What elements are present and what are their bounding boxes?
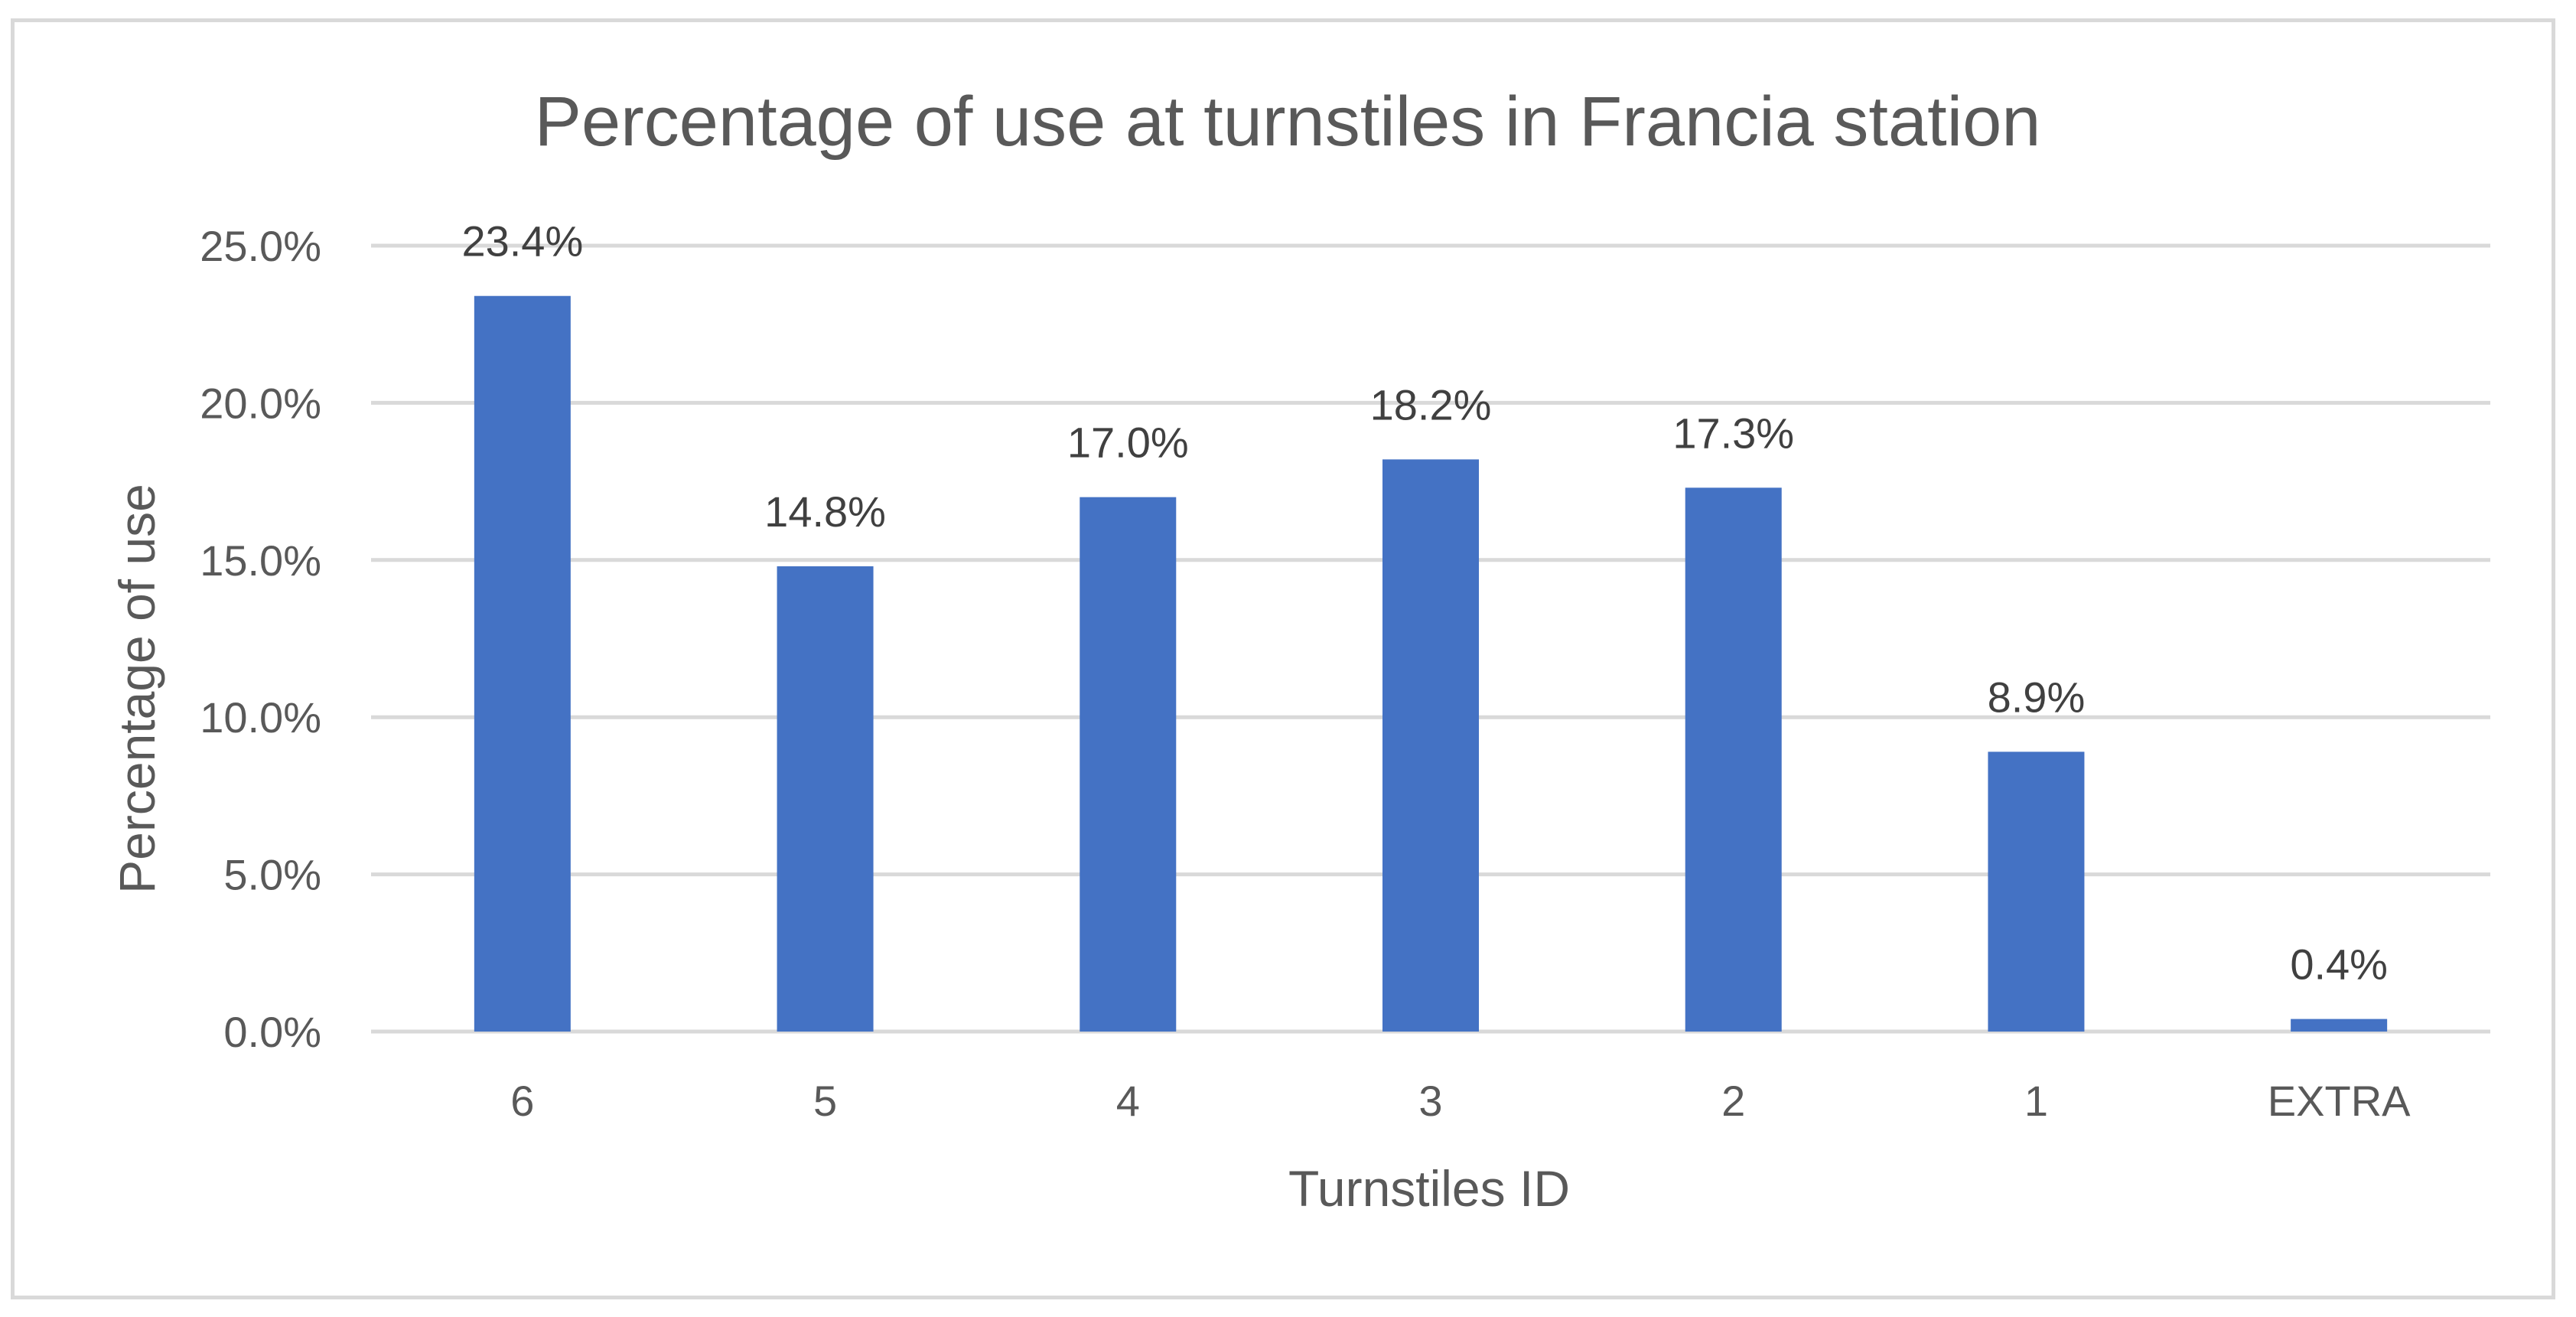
bar: [1382, 459, 1479, 1032]
y-axis-ticks: 0.0% 5.0% 10.0% 15.0% 20.0% 25.0%: [200, 222, 321, 1056]
bar: [2291, 1019, 2388, 1032]
bar: [1685, 487, 1782, 1032]
x-tick-label: 2: [1721, 1077, 1745, 1125]
data-label: 14.8%: [764, 487, 886, 536]
y-tick-label: 0.0%: [223, 1008, 321, 1056]
data-label: 17.3%: [1672, 409, 1794, 457]
y-tick-label: 5.0%: [223, 851, 321, 899]
x-tick-label: 1: [2024, 1077, 2048, 1125]
bars: [474, 295, 2388, 1032]
bar: [1080, 497, 1177, 1032]
data-label: 0.4%: [2290, 940, 2388, 989]
y-tick-label: 15.0%: [200, 536, 321, 585]
data-label: 8.9%: [1988, 673, 2086, 721]
data-label: 17.0%: [1067, 419, 1189, 467]
data-labels: 23.4% 14.8% 17.0% 18.2% 17.3% 8.9% 0.4%: [461, 217, 2388, 989]
x-tick-label: EXTRA: [2268, 1077, 2411, 1125]
x-tick-label: 4: [1116, 1077, 1140, 1125]
bar: [777, 566, 874, 1032]
chart-frame: [11, 18, 2555, 1299]
data-label: 18.2%: [1370, 380, 1492, 429]
x-axis-title: Turnstiles ID: [1288, 1160, 1570, 1217]
chart-title: Percentage of use at turnstiles in Franc…: [535, 83, 2041, 161]
data-label: 23.4%: [461, 217, 583, 266]
y-tick-label: 20.0%: [200, 379, 321, 427]
bar: [474, 295, 571, 1032]
x-axis-ticks: 6 5 4 3 2 1 EXTRA: [510, 1077, 2411, 1125]
bar: [1988, 751, 2085, 1032]
x-tick-label: 5: [813, 1077, 837, 1125]
x-tick-label: 6: [510, 1077, 534, 1125]
y-tick-label: 10.0%: [200, 693, 321, 742]
y-tick-label: 25.0%: [200, 222, 321, 270]
gridlines: [371, 243, 2490, 1034]
y-axis-title: Percentage of use: [109, 484, 165, 894]
x-tick-label: 3: [1418, 1077, 1442, 1125]
